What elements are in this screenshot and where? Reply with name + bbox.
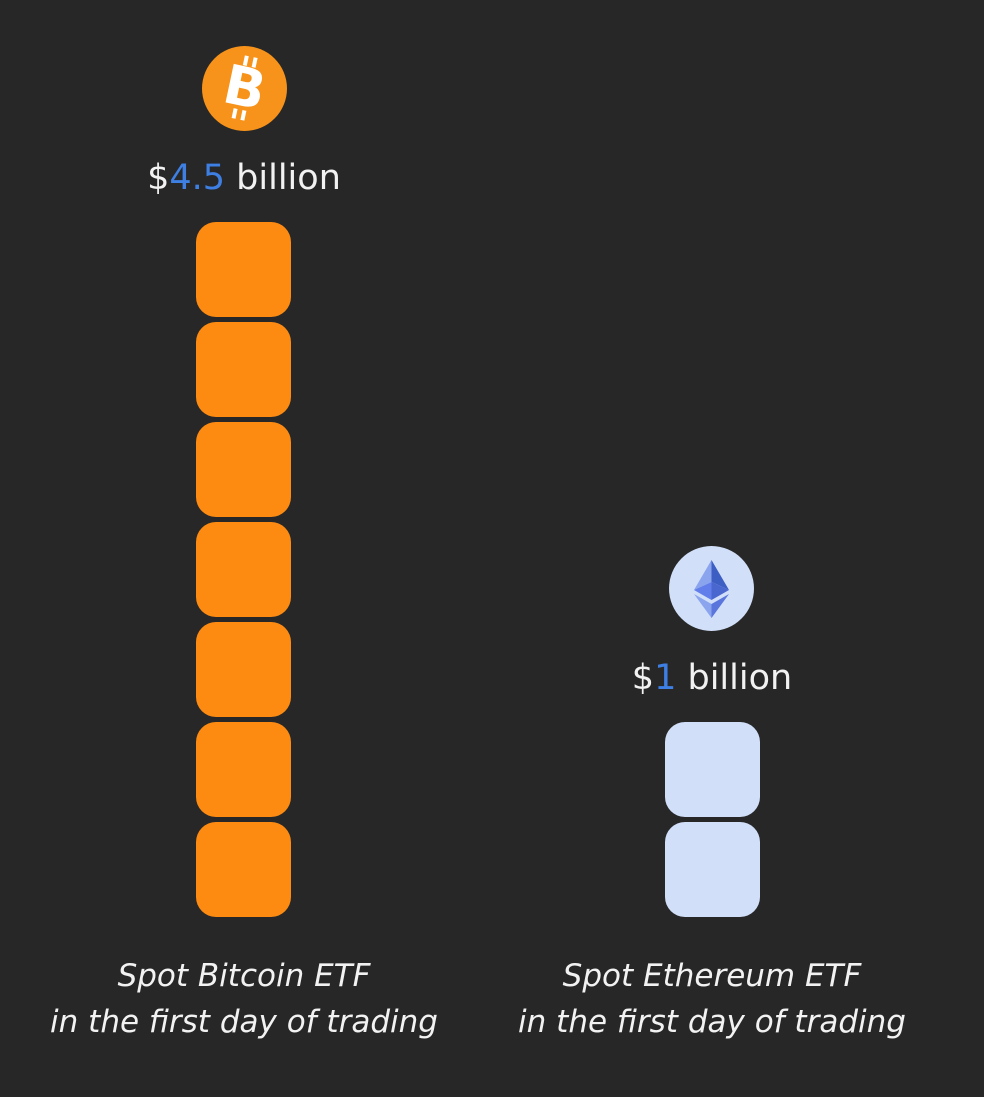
ethereum-value-suffix: billion xyxy=(676,658,793,698)
bitcoin-block xyxy=(196,622,291,717)
ethereum-block xyxy=(665,822,760,917)
bitcoin-value-suffix: billion xyxy=(225,158,341,198)
ethereum-icon xyxy=(669,546,754,631)
ethereum-value-label: $1 billion xyxy=(552,658,872,698)
ethereum-value-number: 1 xyxy=(654,658,677,698)
ethereum-caption: Spot Ethereum ETF in the first day of tr… xyxy=(472,953,952,1045)
ethereum-caption-line2: in the first day of trading xyxy=(518,1004,906,1040)
bitcoin-block xyxy=(196,722,291,817)
bitcoin-caption-line1: Spot Bitcoin ETF xyxy=(117,958,371,994)
ethereum-block xyxy=(665,722,760,817)
bitcoin-icon: B xyxy=(202,46,287,131)
ethereum-value-prefix: $ xyxy=(631,658,655,698)
bitcoin-block xyxy=(196,222,291,317)
bitcoin-value-number: 4.5 xyxy=(169,158,226,198)
bitcoin-value-label: $4.5 billion xyxy=(84,158,404,198)
bitcoin-block xyxy=(196,422,291,517)
ethereum-caption-line1: Spot Ethereum ETF xyxy=(562,958,862,994)
bitcoin-block xyxy=(196,522,291,617)
bitcoin-caption-line2: in the first day of trading xyxy=(50,1004,438,1040)
bitcoin-value-prefix: $ xyxy=(147,158,170,198)
bitcoin-block xyxy=(196,822,291,917)
bitcoin-block xyxy=(196,322,291,417)
bitcoin-caption: Spot Bitcoin ETF in the first day of tra… xyxy=(4,953,484,1045)
